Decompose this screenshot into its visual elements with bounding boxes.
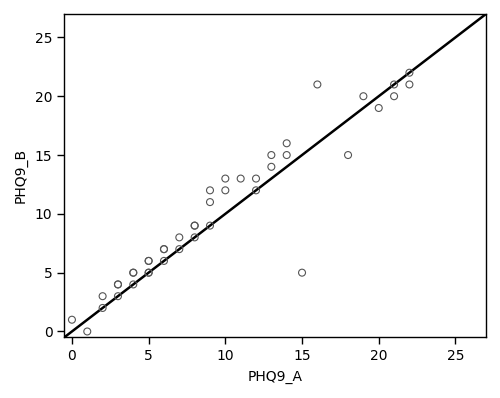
Point [222,176,230,182]
Point [130,269,138,276]
Point [84,328,92,335]
Point [190,222,198,229]
Point [68,316,76,323]
Point [144,258,152,264]
Point [98,293,106,299]
Point [360,93,368,100]
Point [390,81,398,88]
Point [206,222,214,229]
Point [252,176,260,182]
Point [298,269,306,276]
Point [236,176,244,182]
Point [176,246,184,252]
Point [114,293,122,299]
Point [374,105,382,111]
Point [206,187,214,193]
Y-axis label: PHQ9_B: PHQ9_B [14,148,28,203]
Point [130,281,138,288]
Point [160,246,168,252]
Point [252,187,260,193]
Point [114,281,122,288]
Point [406,70,413,76]
Point [222,187,230,193]
Point [282,152,290,158]
Point [190,222,198,229]
Point [114,281,122,288]
Point [190,234,198,240]
X-axis label: PHQ9_A: PHQ9_A [248,370,302,384]
Point [390,93,398,100]
Point [282,140,290,146]
Point [160,246,168,252]
Point [206,199,214,205]
Point [160,258,168,264]
Point [268,152,276,158]
Point [176,234,184,240]
Point [344,152,352,158]
Point [144,269,152,276]
Point [406,81,413,88]
Point [144,269,152,276]
Point [268,164,276,170]
Point [130,269,138,276]
Point [98,305,106,311]
Point [314,81,322,88]
Point [144,258,152,264]
